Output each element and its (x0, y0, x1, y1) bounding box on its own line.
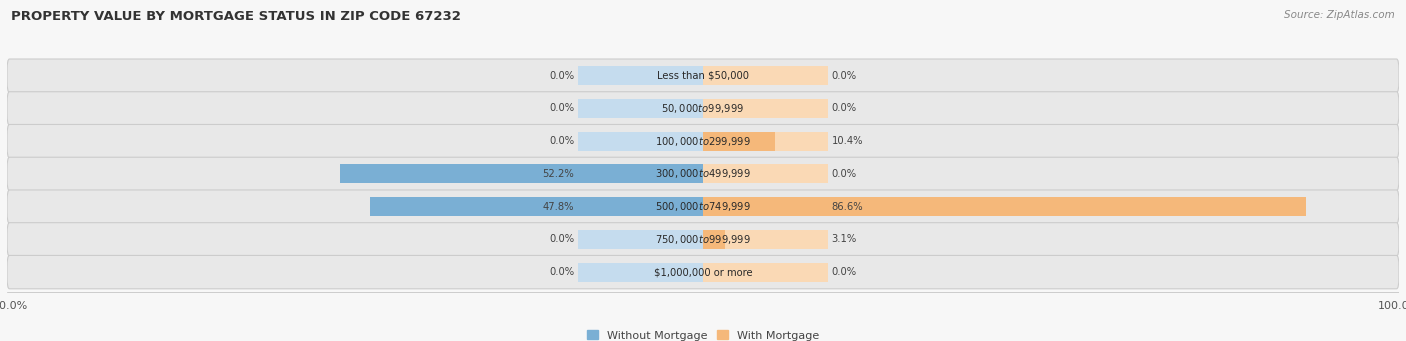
Bar (578, 132, 703, 151)
Text: 0.0%: 0.0% (550, 71, 574, 81)
Text: Less than $50,000: Less than $50,000 (657, 71, 749, 81)
Bar (703, 197, 828, 216)
Bar (578, 99, 703, 118)
Text: 0.0%: 0.0% (832, 267, 856, 277)
Text: $1,000,000 or more: $1,000,000 or more (654, 267, 752, 277)
Text: $100,000 to $299,999: $100,000 to $299,999 (655, 135, 751, 148)
Text: $300,000 to $499,999: $300,000 to $499,999 (655, 167, 751, 180)
FancyBboxPatch shape (7, 223, 1399, 256)
Bar (370, 197, 703, 216)
FancyBboxPatch shape (7, 124, 1399, 158)
FancyBboxPatch shape (7, 190, 1399, 223)
Text: 86.6%: 86.6% (832, 202, 863, 212)
Bar (703, 164, 828, 183)
Text: $50,000 to $99,999: $50,000 to $99,999 (661, 102, 745, 115)
Text: 0.0%: 0.0% (832, 71, 856, 81)
Bar (703, 230, 724, 249)
Text: 0.0%: 0.0% (832, 103, 856, 114)
Bar (703, 132, 828, 151)
FancyBboxPatch shape (7, 157, 1399, 191)
Text: 0.0%: 0.0% (832, 169, 856, 179)
Bar (578, 263, 703, 282)
Bar (703, 230, 828, 249)
Bar (703, 66, 828, 85)
Bar (578, 230, 703, 249)
Bar (703, 99, 828, 118)
Bar (340, 164, 703, 183)
Text: PROPERTY VALUE BY MORTGAGE STATUS IN ZIP CODE 67232: PROPERTY VALUE BY MORTGAGE STATUS IN ZIP… (11, 10, 461, 23)
Bar (578, 66, 703, 85)
Text: 3.1%: 3.1% (832, 234, 858, 244)
Bar (703, 132, 775, 151)
FancyBboxPatch shape (7, 59, 1399, 92)
Bar (703, 263, 828, 282)
Bar (578, 197, 703, 216)
FancyBboxPatch shape (7, 92, 1399, 125)
FancyBboxPatch shape (7, 255, 1399, 289)
Text: 47.8%: 47.8% (543, 202, 574, 212)
Text: $750,000 to $999,999: $750,000 to $999,999 (655, 233, 751, 246)
Text: $500,000 to $749,999: $500,000 to $749,999 (655, 200, 751, 213)
Text: 0.0%: 0.0% (550, 267, 574, 277)
Text: Source: ZipAtlas.com: Source: ZipAtlas.com (1284, 10, 1395, 20)
Text: 52.2%: 52.2% (543, 169, 574, 179)
Text: 10.4%: 10.4% (832, 136, 863, 146)
Text: 0.0%: 0.0% (550, 103, 574, 114)
Bar (578, 164, 703, 183)
Text: 0.0%: 0.0% (550, 234, 574, 244)
Bar (703, 197, 1306, 216)
Text: 0.0%: 0.0% (550, 136, 574, 146)
Legend: Without Mortgage, With Mortgage: Without Mortgage, With Mortgage (582, 326, 824, 341)
